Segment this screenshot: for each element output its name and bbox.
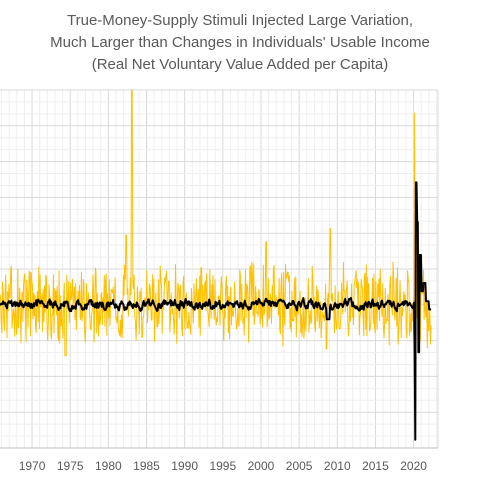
x-tick-label: 1970 xyxy=(19,459,46,473)
chart-title: True-Money-Supply Stimuli Injected Large… xyxy=(0,10,480,76)
x-tick-label: 1980 xyxy=(95,459,122,473)
x-tick-label: 1985 xyxy=(133,459,160,473)
x-tick-label: 1995 xyxy=(209,459,236,473)
x-tick-label: 2020 xyxy=(400,459,427,473)
gridlines xyxy=(0,89,439,449)
chart-title-line-3: (Real Net Voluntary Value Added per Capi… xyxy=(91,56,389,73)
x-tick-label: 2010 xyxy=(324,459,351,473)
x-tick-label: 1990 xyxy=(171,459,198,473)
series-line-black xyxy=(0,181,432,441)
chart-title-line-1: True-Money-Supply Stimuli Injected Large… xyxy=(67,12,413,29)
chart-title-line-2: Much Larger than Changes in Individuals'… xyxy=(50,34,430,51)
series-line-yellow xyxy=(0,89,432,413)
series-layer xyxy=(0,89,432,441)
x-tick-label: 2015 xyxy=(362,459,389,473)
x-tick-label: 1975 xyxy=(57,459,84,473)
x-tick-labels: 1970 1975 1980 1985 1990 1995 2000 2005 2010 2015… xyxy=(19,459,428,473)
x-tick-label: 2000 xyxy=(248,459,275,473)
x-tick-label: 2005 xyxy=(286,459,313,473)
